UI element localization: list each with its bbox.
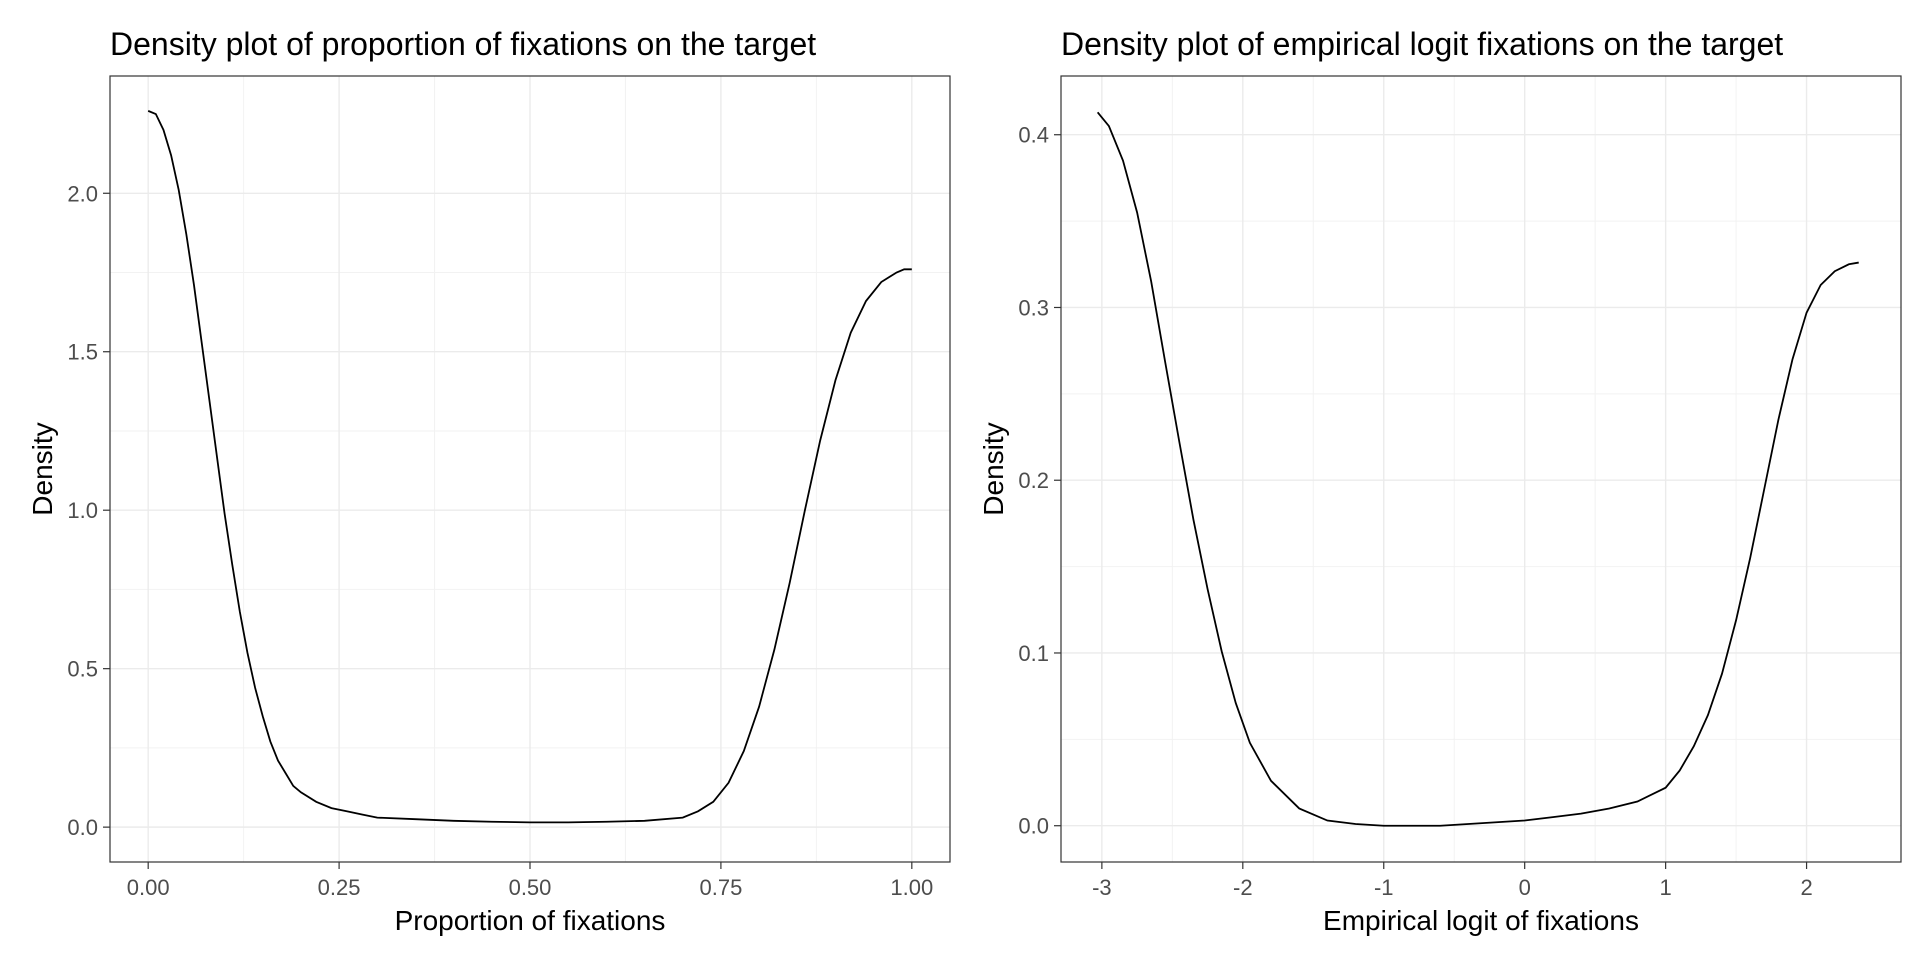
left-x-tick-label: 1.00 bbox=[890, 875, 933, 900]
right-y-tick-label: 0.3 bbox=[1018, 295, 1049, 320]
right-x-tick-label: 2 bbox=[1800, 875, 1812, 900]
left-x-tick-label: 0.25 bbox=[318, 875, 361, 900]
left-gridlines bbox=[110, 76, 950, 862]
right-chart-title: Density plot of empirical logit fixation… bbox=[1061, 26, 1783, 62]
right-gridlines bbox=[1061, 76, 1901, 862]
left-y-axis-title: Density bbox=[27, 422, 58, 515]
left-y-tick-label: 2.0 bbox=[67, 181, 98, 206]
left-x-tick-label: 0.00 bbox=[127, 875, 170, 900]
right-x-tick-label: -3 bbox=[1092, 875, 1112, 900]
right-x-tick-label: 0 bbox=[1519, 875, 1531, 900]
left-x-tick-label: 0.75 bbox=[699, 875, 742, 900]
right-y-tick-label: 0.2 bbox=[1018, 468, 1049, 493]
left-y-tick-label: 0.0 bbox=[67, 815, 98, 840]
right-plot-background bbox=[1061, 76, 1901, 862]
left-axis-ticks: 0.00 0.25 0.50 0.75 1.00 0.0 0.5 1.0 1.5 2.0 bbox=[67, 181, 933, 900]
right-x-tick-label: -2 bbox=[1233, 875, 1253, 900]
right-x-axis-title: Empirical logit of fixations bbox=[1323, 905, 1639, 936]
right-y-tick-label: 0.1 bbox=[1018, 641, 1049, 666]
left-y-tick-label: 1.0 bbox=[67, 498, 98, 523]
right-density-line bbox=[1096, 111, 1859, 827]
right-y-tick-label: 0.4 bbox=[1018, 123, 1049, 148]
left-x-tick-label: 0.50 bbox=[509, 875, 552, 900]
left-x-axis-title: Proportion of fixations bbox=[395, 905, 666, 936]
right-plot-border bbox=[1060, 75, 1902, 863]
right-y-axis-title: Density bbox=[978, 422, 1009, 515]
right-axis-ticks: -3 -2 -1 0 1 2 0.0 0.1 0.2 0.3 0.4 bbox=[1018, 123, 1812, 900]
left-y-tick-label: 0.5 bbox=[67, 657, 98, 682]
right-y-tick-label: 0.0 bbox=[1018, 814, 1049, 839]
right-x-tick-label: 1 bbox=[1660, 875, 1672, 900]
right-x-tick-label: -1 bbox=[1374, 875, 1394, 900]
left-chart-panel: Density plot of proportion of fixations … bbox=[27, 26, 951, 936]
left-density-line bbox=[147, 110, 912, 824]
left-chart-title: Density plot of proportion of fixations … bbox=[110, 26, 816, 62]
right-chart-panel: Density plot of empirical logit fixation… bbox=[978, 26, 1902, 936]
left-y-tick-label: 1.5 bbox=[67, 340, 98, 365]
